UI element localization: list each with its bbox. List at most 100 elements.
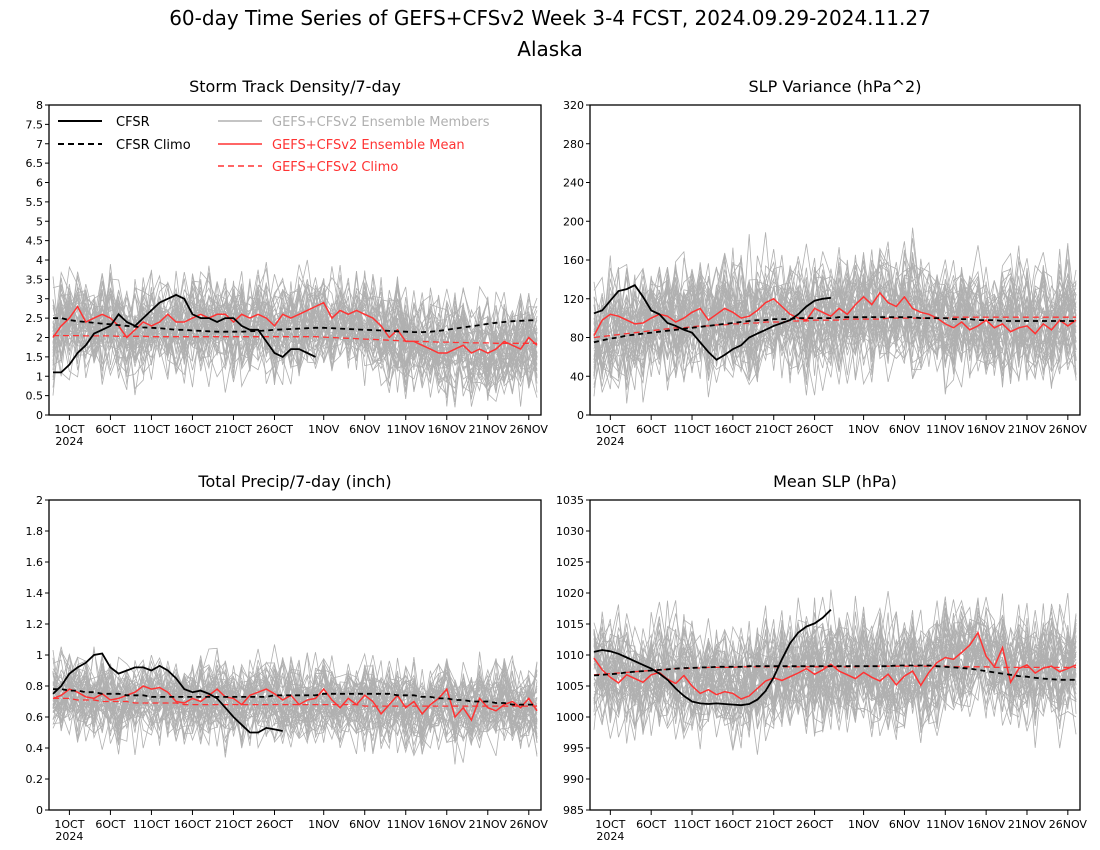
cfsr-climo-line [593,316,1076,344]
x-tick-label: 21NOV [469,818,508,831]
x-tick-label: 21NOV [1008,423,1047,436]
y-tick-label: 2 [36,332,43,345]
y-tick-label: 80 [570,332,584,345]
ensemble-member-line [52,657,538,750]
y-tick-label: 1.6 [26,556,44,569]
x-tick-label: 11OCT [133,423,170,436]
x-tick-label: 1OCT [595,423,625,436]
y-tick-label: 1035 [556,494,584,507]
ens-climo-line [53,334,537,344]
x-tick-label: 16NOV [967,423,1006,436]
y-tick-label: 160 [563,254,584,267]
x-tick-label: 21NOV [469,423,508,436]
panel-title: SLP Variance (hPa^2) [749,77,922,96]
ensemble-member-line [52,278,538,395]
panel-title: Mean SLP (hPa) [773,472,897,491]
x-tick-label: 1NOV [308,423,340,436]
y-tick-label: 7.5 [26,118,44,131]
figure-subtitle-region: Alaska [517,37,582,61]
x-year-label: 2024 [55,830,83,843]
y-tick-label: 985 [563,804,584,817]
ens-mean-line [52,301,538,354]
ens-climo-line [593,316,1076,339]
ensemble-member-line [593,613,1077,740]
y-tick-label: 0.8 [26,680,44,693]
x-tick-label: 21OCT [215,818,252,831]
x-tick-label: 16NOV [428,818,467,831]
y-tick-label: 1 [36,649,43,662]
legend: CFSR CFSR Climo GEFS+CFSv2 Ensemble Memb… [58,115,490,175]
x-tick-label: 16OCT [174,818,211,831]
x-tick-label: 26NOV [1049,423,1088,436]
y-tick-label: 3.5 [26,273,44,286]
ensemble-member-line [593,254,1077,397]
plot-frame [48,499,542,811]
ens-climo-line [53,697,537,707]
x-tick-label: 6NOV [889,423,921,436]
y-tick-label: 0 [577,409,584,422]
ensemble-member-line [593,261,1077,375]
x-tick-label: 26NOV [510,818,549,831]
ensemble-member-line [52,668,538,745]
y-tick-label: 1.8 [26,525,44,538]
y-tick-label: 1015 [556,618,584,631]
x-tick-label: 11OCT [133,818,170,831]
y-tick-label: 1025 [556,556,584,569]
x-year-label: 2024 [596,435,624,448]
ens-mean-line [593,631,1077,700]
x-tick-label: 1NOV [848,818,880,831]
ensemble-member-line [52,266,538,380]
x-tick-label: 16OCT [714,423,751,436]
y-tick-label: 6 [36,177,43,190]
x-tick-label: 6NOV [349,423,381,436]
y-tick-label: 4 [36,254,43,267]
ensemble-member-line [593,600,1077,738]
y-tick-label: 3 [36,293,43,306]
ensemble-member-line [52,656,538,749]
x-tick-label: 16NOV [967,818,1006,831]
x-tick-label: 11NOV [387,818,426,831]
y-tick-label: 1.5 [26,351,44,364]
y-tick-label: 0.4 [26,742,44,755]
cfsr-line [52,652,283,734]
x-tick-label: 6OCT [95,423,125,436]
ensemble-member-line [593,241,1077,386]
x-tick-label: 6OCT [95,818,125,831]
ensemble-member-line [52,278,538,387]
x-tick-label: 6NOV [349,818,381,831]
ensemble-member-line [593,268,1077,386]
x-tick-label: 26NOV [510,423,549,436]
y-tick-label: 1005 [556,680,584,693]
x-year-label: 2024 [596,830,624,843]
y-tick-label: 0.2 [26,773,44,786]
figure-title: 60-day Time Series of GEFS+CFSv2 Week 3-… [169,6,931,30]
x-tick-label: 21OCT [755,423,792,436]
y-tick-label: 1030 [556,525,584,538]
legend-label-cfsr: CFSR [116,115,150,130]
x-tick-label: 16NOV [428,423,467,436]
y-tick-label: 320 [563,99,584,112]
x-tick-label: 26OCT [256,423,293,436]
x-tick-label: 1NOV [848,423,880,436]
cfsr-climo-line [53,688,537,706]
x-tick-label: 26NOV [1049,818,1088,831]
ensemble-members [593,227,1077,404]
ensemble-member-line [52,651,538,749]
legend-label-ens-mean: GEFS+CFSv2 Ensemble Mean [272,138,465,153]
y-tick-label: 1020 [556,587,584,600]
ens-mean-line [593,291,1077,336]
ensemble-members [593,589,1077,755]
cfsr-line [593,609,832,707]
y-tick-label: 4.5 [26,235,44,248]
x-tick-label: 11NOV [387,423,426,436]
x-tick-label: 1NOV [308,818,340,831]
legend-label-members: GEFS+CFSv2 Ensemble Members [272,115,490,130]
panel-title: Storm Track Density/7-day [189,77,401,96]
ensemble-member-line [593,610,1077,731]
x-tick-label: 16OCT [714,818,751,831]
panel-mean-slp: Mean SLP (hPa) 985 990 995 1000 1005 1010 1015… [556,472,1087,843]
x-tick-label: 11OCT [674,423,711,436]
panel-slp-variance: SLP Variance (hPa^2) 0 40 80 120 160 200 240 28… [563,77,1087,448]
y-tick-label: 0 [36,804,43,817]
